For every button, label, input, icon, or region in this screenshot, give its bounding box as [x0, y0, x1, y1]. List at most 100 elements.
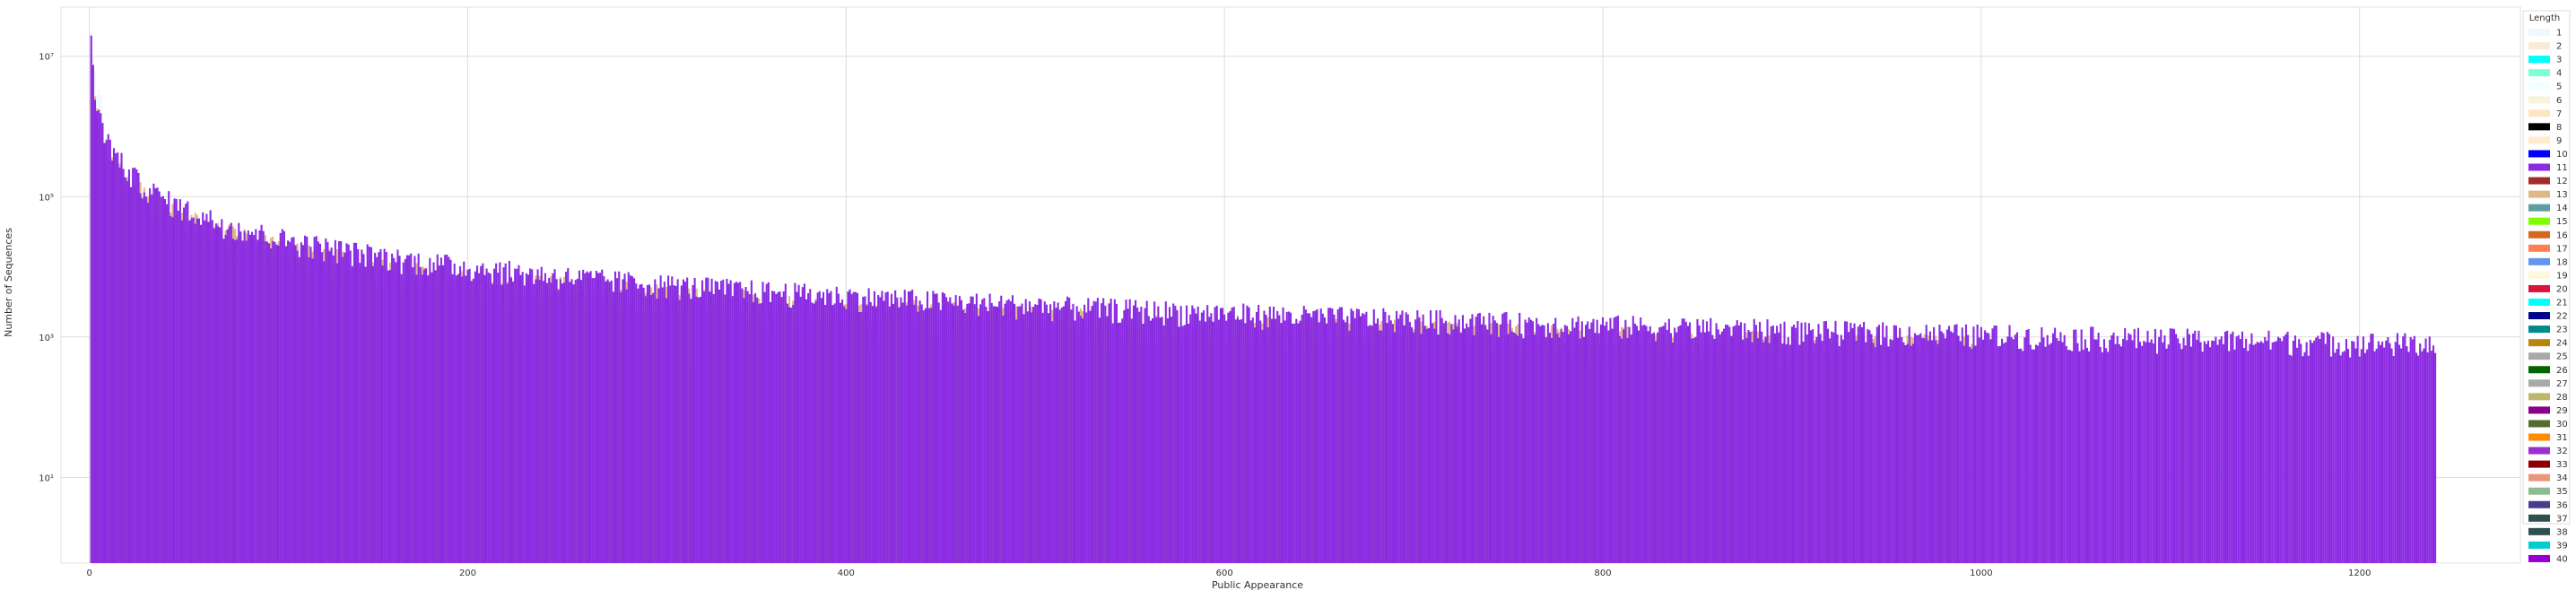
bar	[1484, 325, 1487, 563]
bar	[1913, 333, 1917, 563]
bar	[2362, 336, 2364, 563]
legend-swatch	[2528, 82, 2550, 91]
bar	[1628, 326, 1631, 563]
bar	[239, 231, 242, 563]
bar	[514, 268, 517, 563]
bar	[2366, 349, 2369, 563]
legend-swatch	[2528, 393, 2550, 401]
bar	[1064, 300, 1067, 563]
bar	[2146, 330, 2149, 563]
bar	[124, 177, 126, 563]
bar	[971, 296, 974, 563]
bar	[629, 275, 631, 563]
bar	[2363, 352, 2367, 563]
bar	[1329, 308, 1332, 563]
legend-swatch	[2528, 433, 2550, 441]
bar	[1531, 321, 1535, 563]
bar	[1867, 329, 1869, 563]
bar	[1058, 309, 1061, 563]
bar	[748, 293, 751, 563]
legend-swatch	[2528, 554, 2550, 562]
bar	[262, 230, 265, 563]
bar	[2290, 355, 2293, 563]
bar	[2175, 334, 2178, 563]
bar	[1089, 310, 1092, 563]
bar	[2158, 336, 2161, 563]
bar	[1106, 316, 1109, 563]
bar	[1085, 312, 1088, 563]
bar	[960, 300, 963, 563]
bar	[576, 278, 579, 563]
bar	[359, 263, 361, 563]
bar	[379, 248, 382, 563]
bar	[2102, 339, 2106, 563]
bar	[674, 286, 677, 563]
bar	[1168, 307, 1171, 563]
bar	[616, 278, 619, 563]
legend-swatch	[2528, 271, 2550, 279]
bar	[866, 305, 868, 563]
bar	[1638, 330, 1640, 563]
bar	[2163, 335, 2166, 563]
bar	[1405, 312, 1407, 563]
bar	[705, 277, 708, 563]
bar	[1101, 303, 1103, 563]
bar	[2320, 332, 2323, 563]
legend-label: 32	[2556, 447, 2568, 456]
bar	[436, 254, 439, 563]
bar	[2337, 343, 2340, 563]
bar	[2220, 336, 2223, 563]
bar	[2258, 343, 2260, 563]
bar	[1488, 312, 1491, 563]
bar	[1715, 323, 1718, 563]
legend-label: 9	[2556, 136, 2562, 146]
bar	[2358, 356, 2361, 563]
bar	[2421, 351, 2424, 563]
bar	[1185, 305, 1188, 563]
bar	[448, 256, 450, 563]
bar	[2275, 341, 2277, 563]
bar	[1998, 345, 2002, 563]
bar	[973, 304, 976, 563]
bar	[1641, 325, 1644, 563]
bar	[1476, 313, 1479, 563]
bar	[253, 234, 256, 563]
bar	[1826, 328, 1830, 563]
bar	[1684, 321, 1687, 563]
bar	[2406, 346, 2408, 563]
bar	[117, 152, 119, 564]
bar	[2029, 344, 2032, 563]
bar	[854, 291, 857, 563]
bar	[792, 304, 795, 563]
bar	[1151, 318, 1154, 563]
bar	[1043, 301, 1046, 563]
bar	[1268, 306, 1271, 563]
bar	[1872, 343, 1875, 563]
bar	[362, 254, 365, 563]
bar	[605, 281, 607, 563]
bar	[1389, 320, 1392, 563]
bar	[1938, 325, 1941, 563]
bar	[589, 271, 592, 563]
bar	[1077, 311, 1080, 563]
bar	[1798, 344, 1801, 563]
bar	[1371, 326, 1373, 563]
bar	[2049, 343, 2052, 563]
bar	[376, 256, 379, 563]
bar	[270, 247, 273, 563]
bar	[992, 306, 995, 563]
bar	[1722, 328, 1726, 563]
bar	[1770, 326, 1772, 563]
bar	[1202, 310, 1205, 563]
bar	[2423, 348, 2425, 563]
bar	[1021, 303, 1023, 563]
bar	[979, 304, 982, 563]
bar	[1302, 306, 1305, 563]
bar	[313, 237, 316, 563]
bar	[1188, 323, 1190, 563]
bar	[833, 303, 836, 563]
bar	[129, 187, 133, 564]
bar	[398, 256, 401, 563]
bar	[173, 198, 176, 563]
bar	[1249, 320, 1252, 563]
